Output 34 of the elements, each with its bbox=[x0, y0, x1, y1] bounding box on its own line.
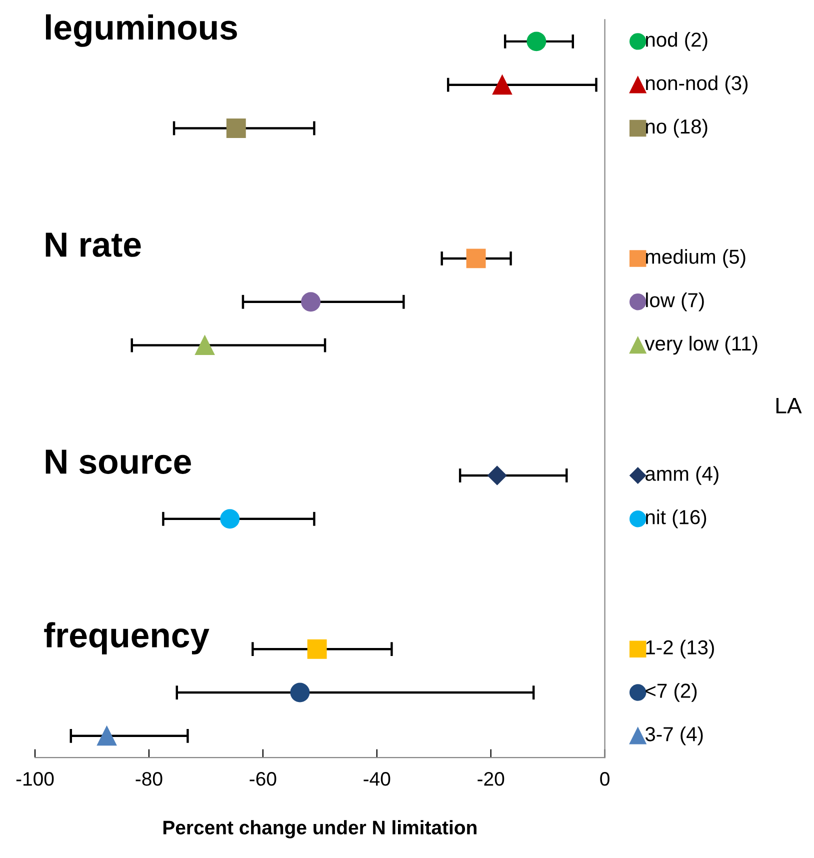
annotation: frequency bbox=[44, 622, 210, 654]
point bbox=[492, 75, 512, 95]
legend-label: non-nod (3) bbox=[646, 75, 748, 94]
point bbox=[220, 509, 240, 529]
x-tick-label: -60 bbox=[250, 772, 276, 786]
legend-label: low (7) bbox=[646, 292, 704, 312]
point bbox=[526, 32, 546, 52]
legend-label: medium (5) bbox=[646, 249, 746, 268]
x-tick-label: -80 bbox=[136, 772, 162, 786]
point bbox=[301, 292, 321, 312]
annotation: N source bbox=[46, 450, 191, 474]
point bbox=[290, 682, 310, 702]
legend-label: very low (11) bbox=[644, 336, 758, 355]
x-tick-label: -40 bbox=[364, 772, 390, 786]
x-tick-label: -100 bbox=[16, 772, 54, 786]
annotation: N rate bbox=[46, 232, 141, 257]
point bbox=[226, 118, 246, 138]
text: LA bbox=[776, 398, 802, 414]
legend-label: amm (4) bbox=[646, 466, 718, 485]
x-tick-label: 0 bbox=[600, 772, 610, 786]
legend-label: 1-2 (13) bbox=[646, 640, 714, 658]
x-axis-title: Percent change under N limitation bbox=[163, 820, 476, 838]
point bbox=[195, 336, 215, 355]
point bbox=[97, 726, 117, 746]
legend-label: <7 (2) bbox=[646, 683, 697, 702]
legend-label: no (18) bbox=[646, 118, 708, 138]
x-tick-label: -20 bbox=[478, 772, 504, 786]
legend-label: nit (16) bbox=[646, 510, 706, 528]
point bbox=[307, 639, 327, 659]
point bbox=[466, 248, 486, 268]
legend-label: 3-7 (4) bbox=[645, 726, 703, 746]
annotation: leguminous bbox=[46, 14, 237, 47]
point bbox=[488, 466, 507, 486]
legend-label: nod (2) bbox=[646, 32, 708, 51]
